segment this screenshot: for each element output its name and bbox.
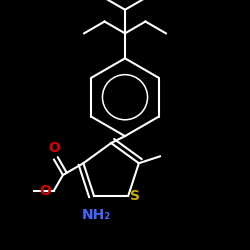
- Text: O: O: [39, 184, 51, 198]
- Text: S: S: [130, 189, 140, 203]
- Text: NH₂: NH₂: [82, 208, 111, 222]
- Text: O: O: [48, 141, 60, 155]
